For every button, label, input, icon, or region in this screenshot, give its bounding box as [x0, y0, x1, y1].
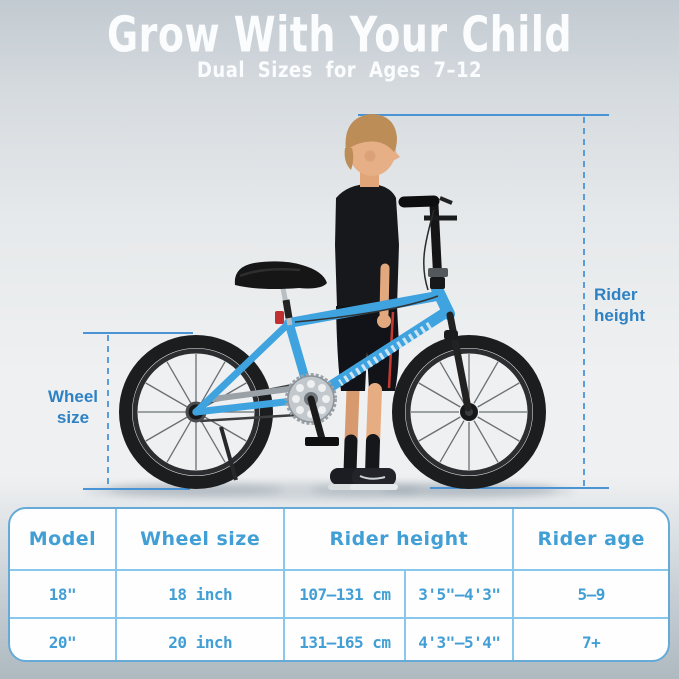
cell-rider-height-ft: 4'3"–5'4"	[405, 618, 515, 660]
rider-height-label-line1: Rider	[594, 285, 638, 304]
wheel-size-label: Wheel size	[34, 386, 112, 428]
size-table: Model Wheel size Rider height Rider age …	[8, 507, 670, 662]
page-subtitle: Dual Sizes for Ages 7–12	[196, 57, 483, 84]
cell-wheel-size: 18 inch	[115, 570, 286, 619]
front-wheel	[399, 342, 540, 483]
cell-wheel-size: 20 inch	[115, 618, 286, 660]
cell-rider-height-cm: 107–131 cm	[284, 570, 407, 619]
bike-seat	[234, 261, 327, 326]
bike	[126, 195, 540, 483]
wheel-size-label-line1: Wheel	[47, 387, 99, 406]
size-table-grid: Model Wheel size Rider height Rider age …	[10, 509, 668, 660]
cell-model: 20"	[10, 618, 117, 660]
col-header-rider-height: Rider height	[284, 509, 515, 571]
chainring	[285, 373, 339, 446]
page-title: Grow With Your Child	[106, 6, 573, 64]
bike-frame	[192, 283, 455, 416]
rider-height-label-line2: height	[594, 306, 645, 325]
dimension-lines	[83, 114, 609, 490]
table-row-20: 20" 20 inch 131–165 cm 4'3"–5'4" 7+	[10, 618, 668, 660]
cell-rider-age: 7+	[582, 632, 601, 652]
col-header-wheel-size: Wheel size	[115, 509, 286, 571]
cell-model: 18"	[10, 570, 117, 619]
wheel-size-label-line2: size	[56, 408, 90, 427]
cell-rider-height-ft: 3'5"–4'3"	[405, 570, 515, 619]
table-header-row: Model Wheel size Rider height Rider age	[10, 509, 668, 571]
cell-rider-age: 5–9	[513, 570, 668, 619]
table-row-18: 18" 18 inch 107–131 cm 3'5"–4'3" 5–9	[10, 570, 668, 619]
boy-figure	[328, 114, 400, 490]
col-header-model: Model	[10, 509, 117, 571]
cell-rider-height-cm: 131–165 cm	[284, 618, 407, 660]
handlebar	[398, 195, 457, 291]
col-header-rider-age: Rider age	[513, 509, 668, 571]
rider-height-label: Rider height	[594, 284, 645, 326]
